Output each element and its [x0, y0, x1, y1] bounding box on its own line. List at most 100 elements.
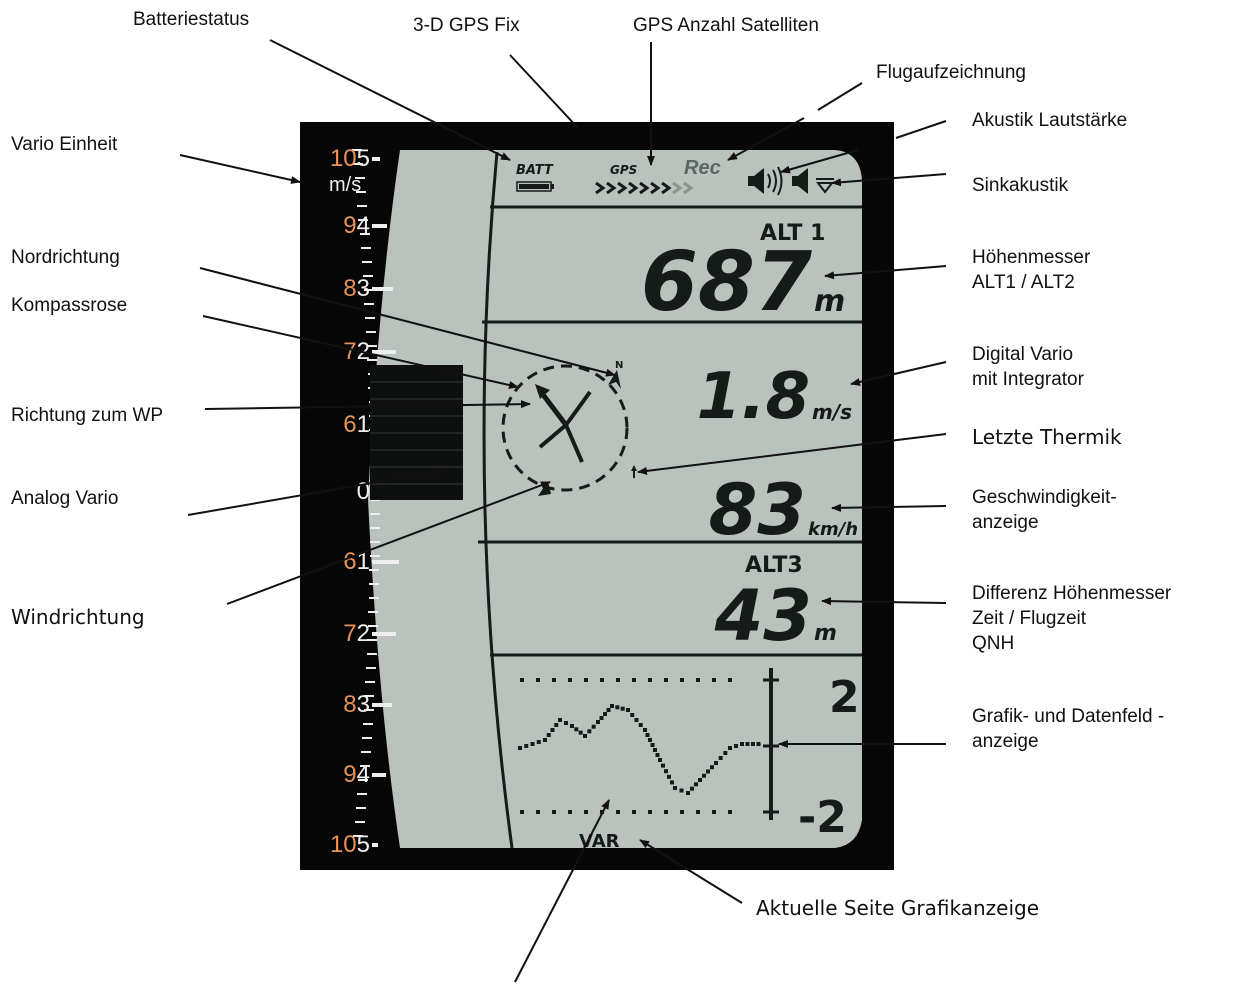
graph-trace-dot — [543, 738, 547, 742]
grid-dot — [616, 678, 620, 682]
graph-trace-dot — [667, 775, 671, 779]
graph-trace-dot — [596, 720, 600, 724]
graph-page-label: VAR — [579, 831, 620, 852]
graph-trace-dot — [680, 789, 684, 793]
graph-trace-dot — [664, 769, 668, 773]
vario-scale-label: 105 — [330, 831, 370, 858]
graph-trace-dot — [710, 765, 714, 769]
graph-trace-dot — [648, 738, 652, 742]
graph-trace-dot — [592, 725, 596, 729]
label-nordrichtung: Nordrichtung — [11, 245, 120, 270]
analog-vario-bar — [370, 365, 463, 500]
grid-dot — [600, 810, 604, 814]
vario-scale-label: 83 — [343, 691, 370, 718]
gps-label: GPS — [610, 163, 637, 177]
grid-dot — [584, 678, 588, 682]
grid-dot — [680, 678, 684, 682]
vario-scale-label: 94 — [343, 212, 370, 239]
label-akustik-lautstaerke: Akustik Lautstärke — [972, 108, 1127, 133]
speed-unit: km/h — [808, 519, 858, 540]
grid-dot — [728, 810, 732, 814]
grid-dot — [648, 678, 652, 682]
graph-trace-dot — [723, 751, 727, 755]
graph-trace-dot — [558, 718, 562, 722]
graph-trace-dot — [574, 727, 578, 731]
graph-trace-dot — [734, 744, 738, 748]
vario-scale-label: 105 — [330, 145, 370, 172]
grid-dot — [568, 678, 572, 682]
graph-trace-dot — [547, 733, 551, 737]
grid-dot — [680, 810, 684, 814]
graph-trace-dot — [661, 764, 665, 768]
grid-dot — [536, 678, 540, 682]
graph-trace-dot — [694, 782, 698, 786]
grid-dot — [664, 810, 668, 814]
label-gps-fix: 3-D GPS Fix — [413, 13, 520, 38]
graph-trace-dot — [554, 723, 558, 727]
grid-dot — [696, 810, 700, 814]
graph-trace-dot — [646, 733, 650, 737]
grid-dot — [712, 678, 716, 682]
graph-trace-dot — [651, 743, 655, 747]
graph-trace-dot — [524, 744, 528, 748]
graph-trace-dot — [579, 731, 583, 735]
graph-trace-dot — [690, 787, 694, 791]
vario-digital-unit: m/s — [812, 400, 852, 424]
grid-dot — [648, 810, 652, 814]
speed-value: 83 — [709, 469, 806, 551]
graph-trace-dot — [702, 774, 706, 778]
graph-trace-dot — [757, 742, 761, 746]
vario-scale-label: 83 — [343, 275, 370, 302]
vario-scale-label: 61 — [343, 411, 370, 438]
graph-trace-dot — [670, 780, 674, 784]
label-flugaufzeichnung: Flugaufzeichnung — [876, 60, 1026, 85]
graph-trace-dot — [751, 742, 755, 746]
vario-scale-label: 72 — [343, 620, 370, 647]
graph-trace-dot — [603, 712, 607, 716]
label-letzte-thermik: Letzte Thermik — [972, 425, 1122, 450]
graph-bottom-label: -2 — [798, 792, 847, 843]
batt-label: BATT — [516, 163, 554, 178]
graph-trace-dot — [626, 708, 630, 712]
graph-trace-dot — [719, 756, 723, 760]
graph-trace-dot — [537, 740, 541, 744]
alt3-unit: m — [814, 621, 837, 646]
graph-trace-dot — [656, 753, 660, 757]
graph-trace-dot — [698, 778, 702, 782]
graph-trace-dot — [639, 723, 643, 727]
graph-trace-dot — [607, 708, 611, 712]
grid-dot — [568, 810, 572, 814]
rec-indicator: Rec — [684, 157, 721, 179]
label-geschwindigkeit: Geschwindigkeit- anzeige — [972, 485, 1117, 535]
grid-dot — [520, 810, 524, 814]
alt1-value: 687 — [641, 235, 812, 330]
graph-trace-dot — [643, 728, 647, 732]
graph-trace-dot — [740, 742, 744, 746]
grid-dot — [552, 810, 556, 814]
compass-north-label: N — [615, 360, 623, 371]
graph-trace-dot — [714, 761, 718, 765]
label-kompassrose: Kompassrose — [11, 293, 127, 318]
graph-trace-dot — [518, 746, 522, 750]
graph-trace-dot — [686, 791, 690, 795]
alt1-unit: m — [814, 284, 845, 319]
label-hoehenmesser: Höhenmesser ALT1 / ALT2 — [972, 245, 1090, 295]
vario-scale-label: 72 — [343, 338, 370, 365]
grid-dot — [696, 678, 700, 682]
label-differenz: Differenz Höhenmesser Zeit / Flugzeit QN… — [972, 581, 1171, 656]
label-grafik: Grafik- und Datenfeld - anzeige — [972, 704, 1164, 754]
label-aktuelle-seite: Aktuelle Seite Grafikanzeige — [756, 896, 1039, 921]
graph-trace-dot — [658, 758, 662, 762]
grid-dot — [712, 810, 716, 814]
graph-trace-dot — [746, 742, 750, 746]
graph-trace-dot — [728, 746, 732, 750]
grid-dot — [728, 678, 732, 682]
graph-trace-dot — [635, 718, 639, 722]
vario-scale-label: 0 — [357, 478, 370, 505]
grid-dot — [616, 810, 620, 814]
graph-trace-dot — [531, 742, 535, 746]
grid-dot — [520, 678, 524, 682]
graph-trace-dot — [621, 707, 625, 711]
grid-dot — [632, 810, 636, 814]
vario-scale-label: 61 — [343, 548, 370, 575]
